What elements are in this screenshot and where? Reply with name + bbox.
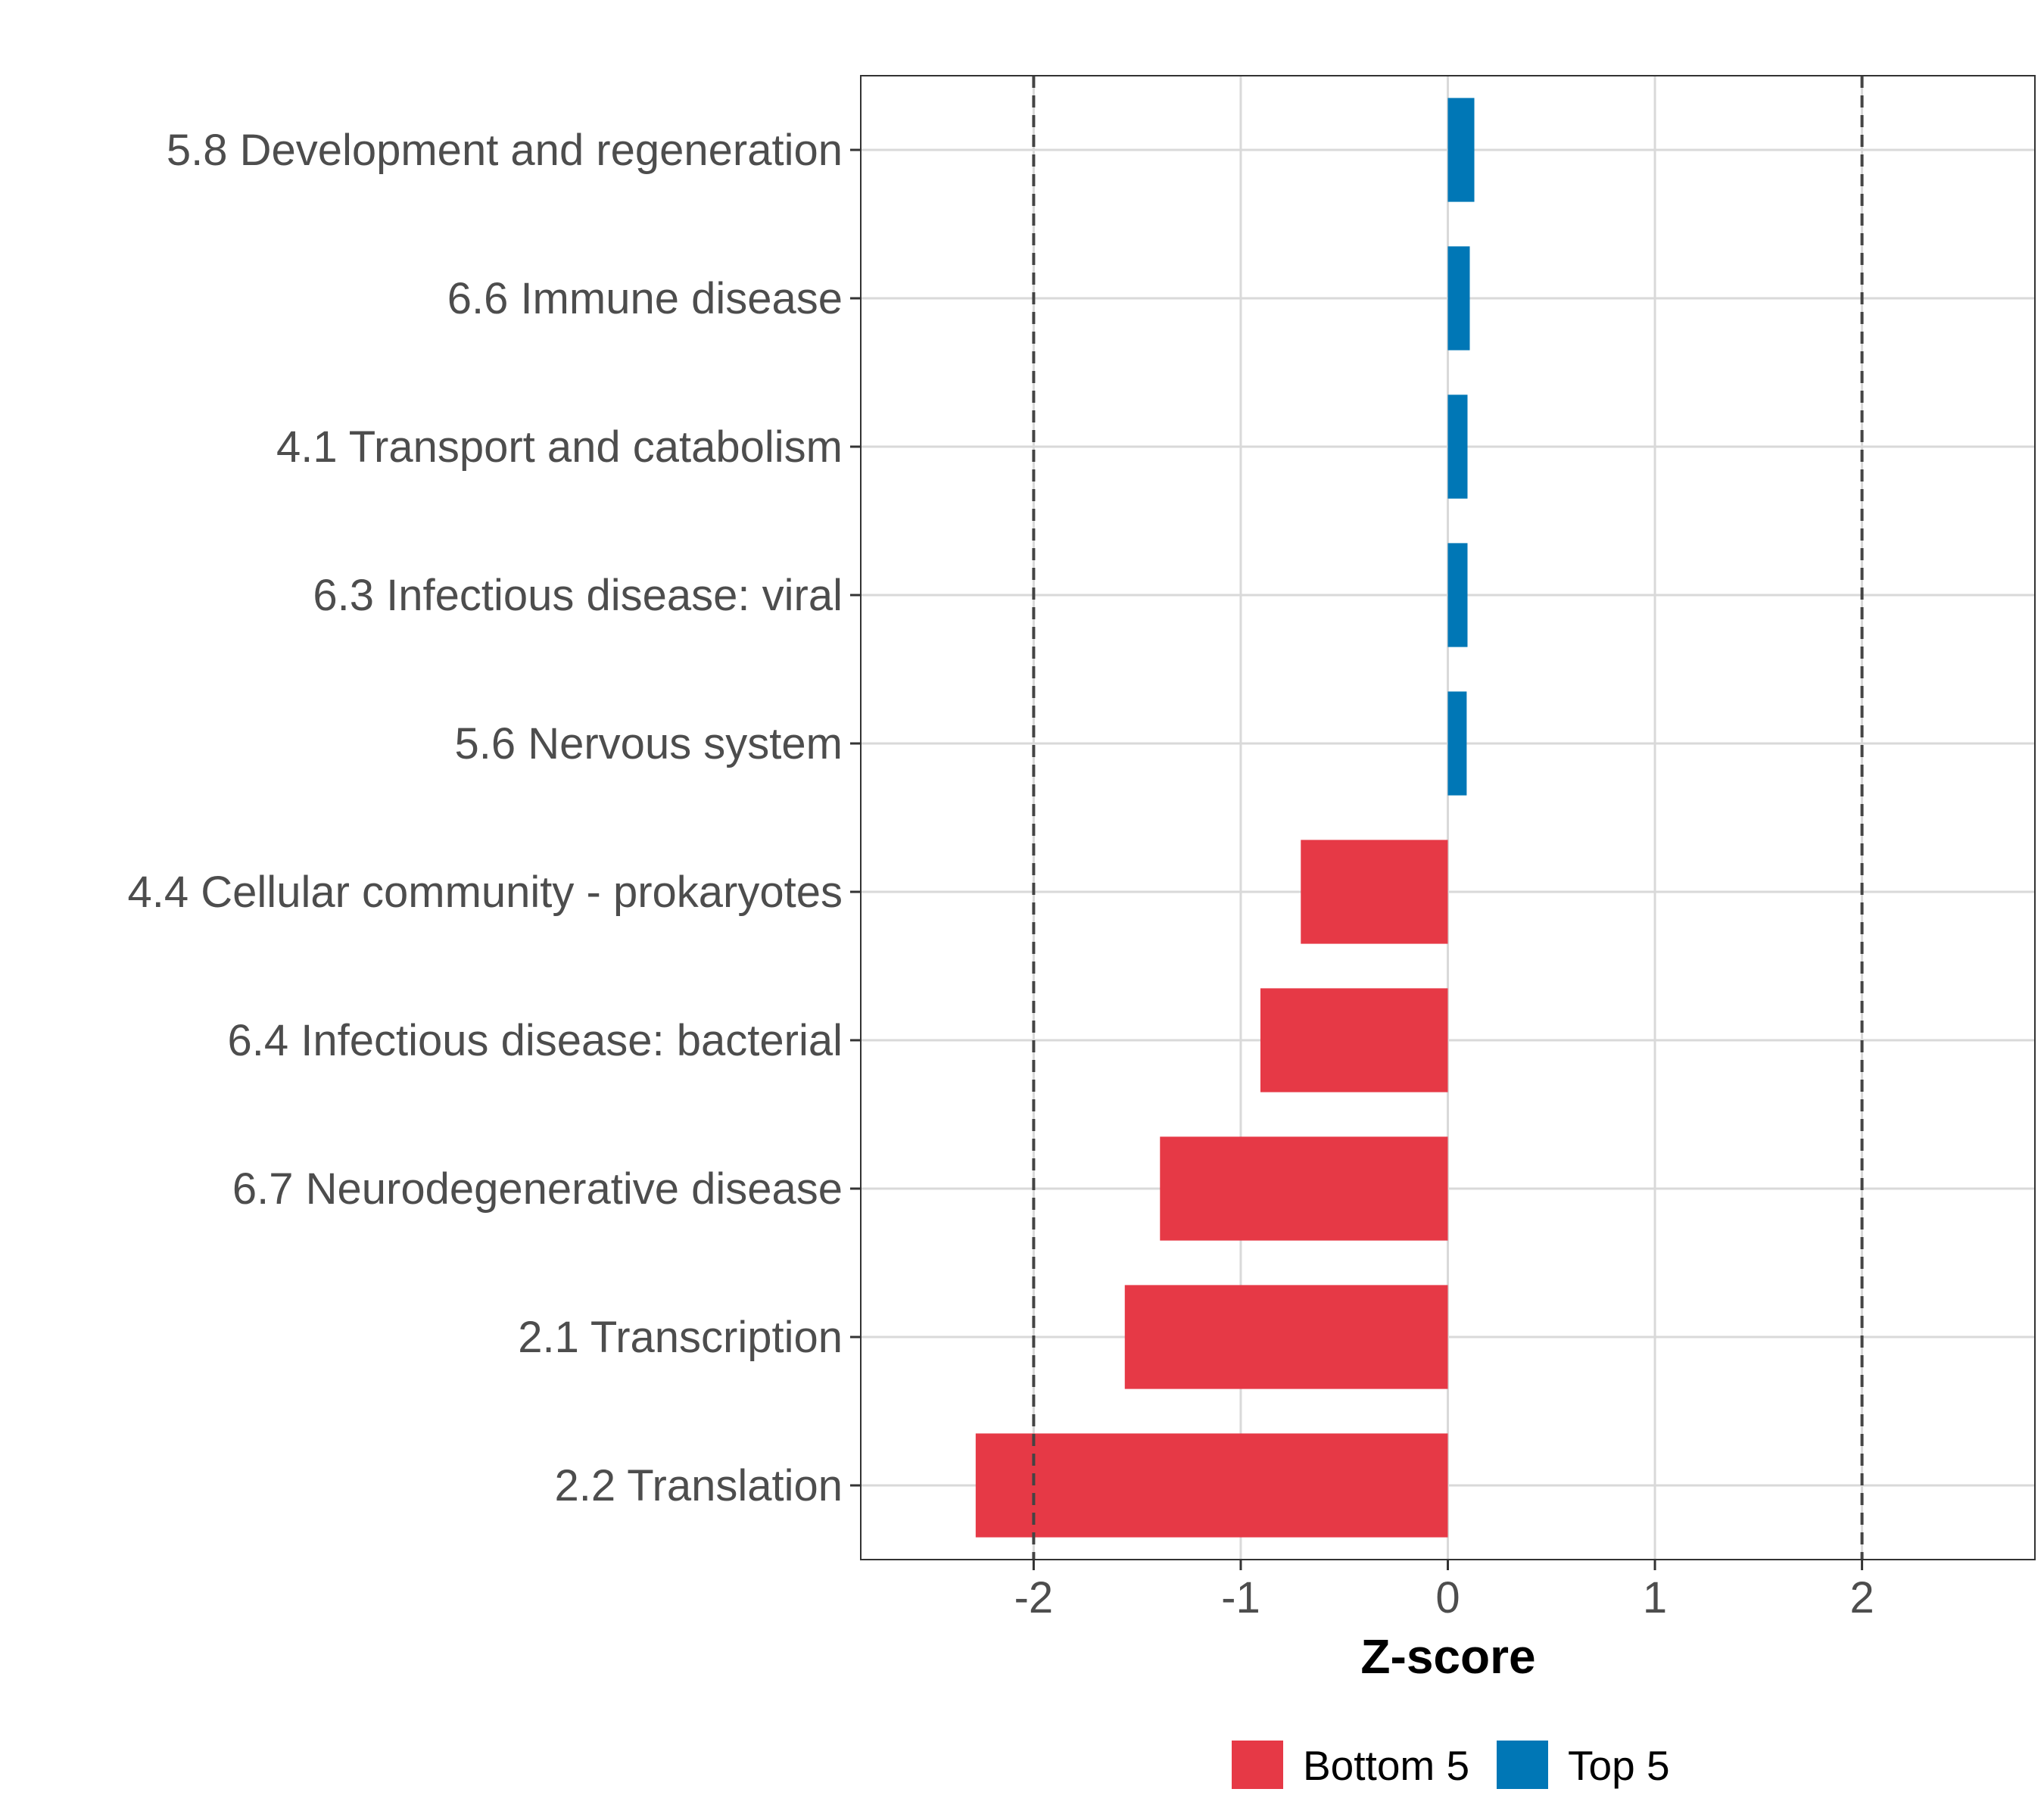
bar (1160, 1136, 1448, 1241)
legend-swatch (1497, 1741, 1548, 1789)
bar (1447, 691, 1467, 796)
legend-swatch (1232, 1741, 1283, 1789)
bar (1260, 988, 1448, 1092)
legend-label: Bottom 5 (1303, 1742, 1469, 1789)
bar (1447, 246, 1470, 351)
x-tick-label: 0 (1435, 1573, 1460, 1622)
y-tick-label: 6.3 Infectious disease: viral (313, 571, 843, 620)
x-axis-title: Z-score (1360, 1629, 1535, 1684)
y-axis: 5.8 Development and regeneration 6.6 Immu… (128, 126, 861, 1510)
x-tick-label: -1 (1221, 1573, 1260, 1622)
bar (1447, 543, 1468, 647)
reference-lines (1032, 76, 1864, 1560)
x-tick-label: -2 (1014, 1573, 1054, 1622)
bar (1301, 840, 1448, 944)
y-tick-label: 6.4 Infectious disease: bacterial (228, 1016, 843, 1065)
y-tick-label: 2.2 Translation (555, 1461, 843, 1510)
bar (975, 1433, 1448, 1538)
y-tick-label: 5.6 Nervous system (454, 719, 843, 768)
bars (975, 98, 1475, 1538)
x-tick-label: 1 (1643, 1573, 1667, 1622)
y-tick-label: 2.1 Transcription (518, 1313, 843, 1362)
x-tick-label: 2 (1849, 1573, 1874, 1622)
x-axis: -2 -1 0 1 2 (1014, 1560, 1874, 1622)
bar (1447, 394, 1468, 499)
y-tick-label: 4.1 Transport and catabolism (276, 422, 843, 472)
bar (1447, 98, 1475, 202)
bar (1124, 1285, 1448, 1389)
y-tick-label: 6.7 Neurodegenerative disease (232, 1164, 843, 1214)
y-tick-label: 4.4 Cellular community - prokaryotes (128, 868, 843, 917)
legend: Bottom 5 Top 5 (1232, 1741, 1670, 1789)
y-tick-label: 6.6 Immune disease (447, 274, 843, 323)
y-tick-label: 5.8 Development and regeneration (167, 126, 843, 175)
legend-label: Top 5 (1568, 1742, 1670, 1789)
